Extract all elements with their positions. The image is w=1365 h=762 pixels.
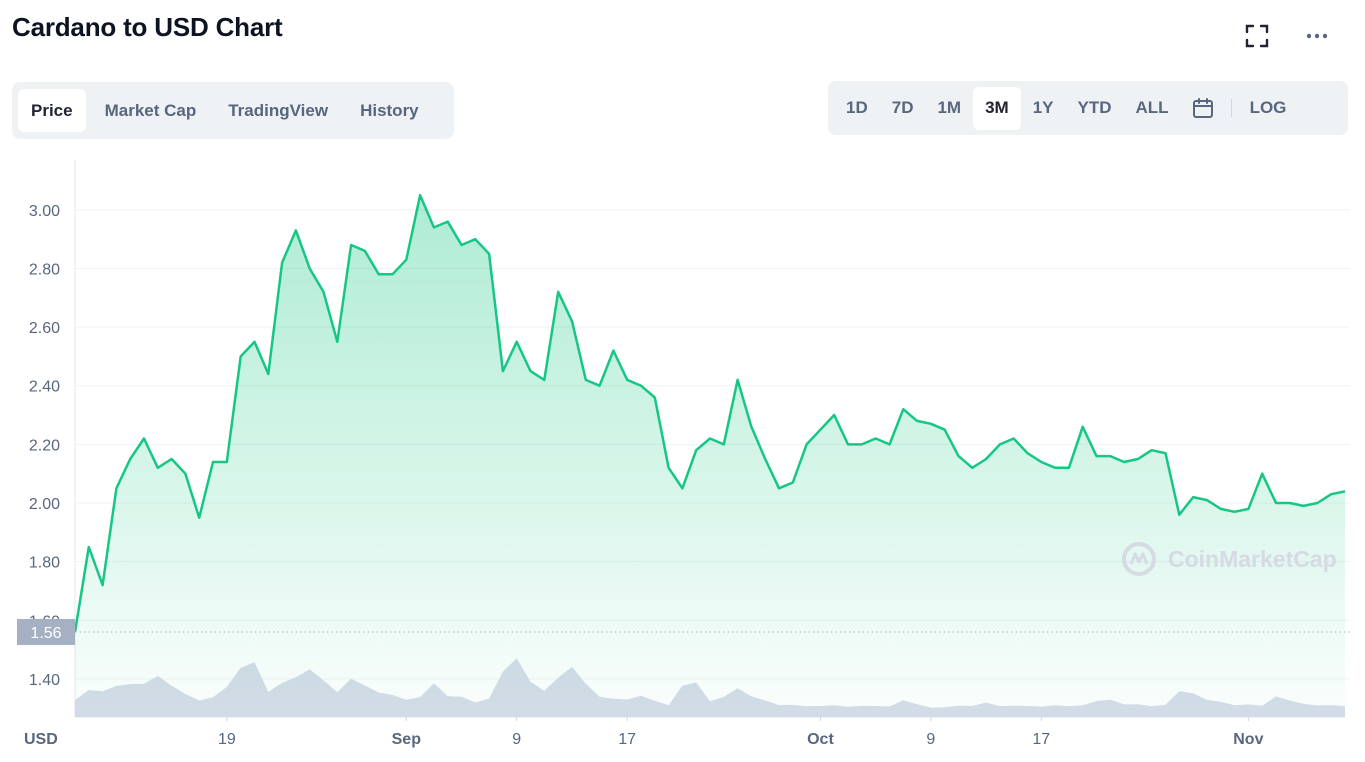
y-tick-label: 2.40 [29,379,60,396]
x-tick-label: Nov [1233,731,1263,748]
x-tick-label: 19 [218,731,236,748]
y-tick-label: 2.80 [29,261,60,278]
tab-market-cap[interactable]: Market Cap [104,100,197,120]
range-3m[interactable]: 3M [973,86,1021,130]
price-area [75,195,1345,717]
watermark: CoinMarketCap [1122,542,1337,576]
price-chart[interactable]: CoinMarketCap 1.401.601.802.002.202.402.… [0,150,1365,762]
x-tick-label: 17 [1032,731,1050,748]
current-price-label: 1.56 [30,625,61,642]
page-title: Cardano to USD Chart [12,12,283,42]
x-tick-label: 9 [512,731,521,748]
calendar-icon[interactable] [1181,87,1225,130]
y-tick-label: 2.20 [29,437,60,454]
range-all[interactable]: ALL [1135,98,1169,117]
y-tick-label: 1.40 [29,672,60,689]
watermark-text: CoinMarketCap [1168,546,1337,572]
range-ytd[interactable]: YTD [1077,98,1112,117]
time-range-selector: 1D 7D 1M 3M 1Y YTD ALL LOG [828,81,1348,135]
range-divider [1230,99,1232,117]
range-7d[interactable]: 7D [891,98,914,117]
chart-tabs: Price Market Cap TradingView History [12,82,454,139]
y-axis-unit-label: USD [24,731,58,748]
x-tick-label: Oct [807,731,834,748]
y-tick-label: 2.60 [29,320,60,337]
more-options-icon[interactable] [1303,22,1331,50]
y-tick-label: 1.80 [29,555,60,572]
y-tick-label: 2.00 [29,496,60,513]
tab-history[interactable]: History [360,100,419,120]
range-1y[interactable]: 1Y [1032,98,1054,117]
range-1d[interactable]: 1D [846,98,868,117]
log-scale-toggle[interactable]: LOG [1249,98,1287,117]
x-tick-label: 17 [618,731,636,748]
current-price-badge [17,618,75,645]
tab-price[interactable]: Price [18,89,86,132]
tab-tradingview[interactable]: TradingView [228,100,329,120]
x-tick-label: 9 [926,731,935,748]
range-1m[interactable]: 1M [937,98,962,117]
x-tick-label: Sep [392,731,422,748]
expand-icon[interactable] [1243,22,1271,50]
y-tick-label: 3.00 [29,203,60,220]
